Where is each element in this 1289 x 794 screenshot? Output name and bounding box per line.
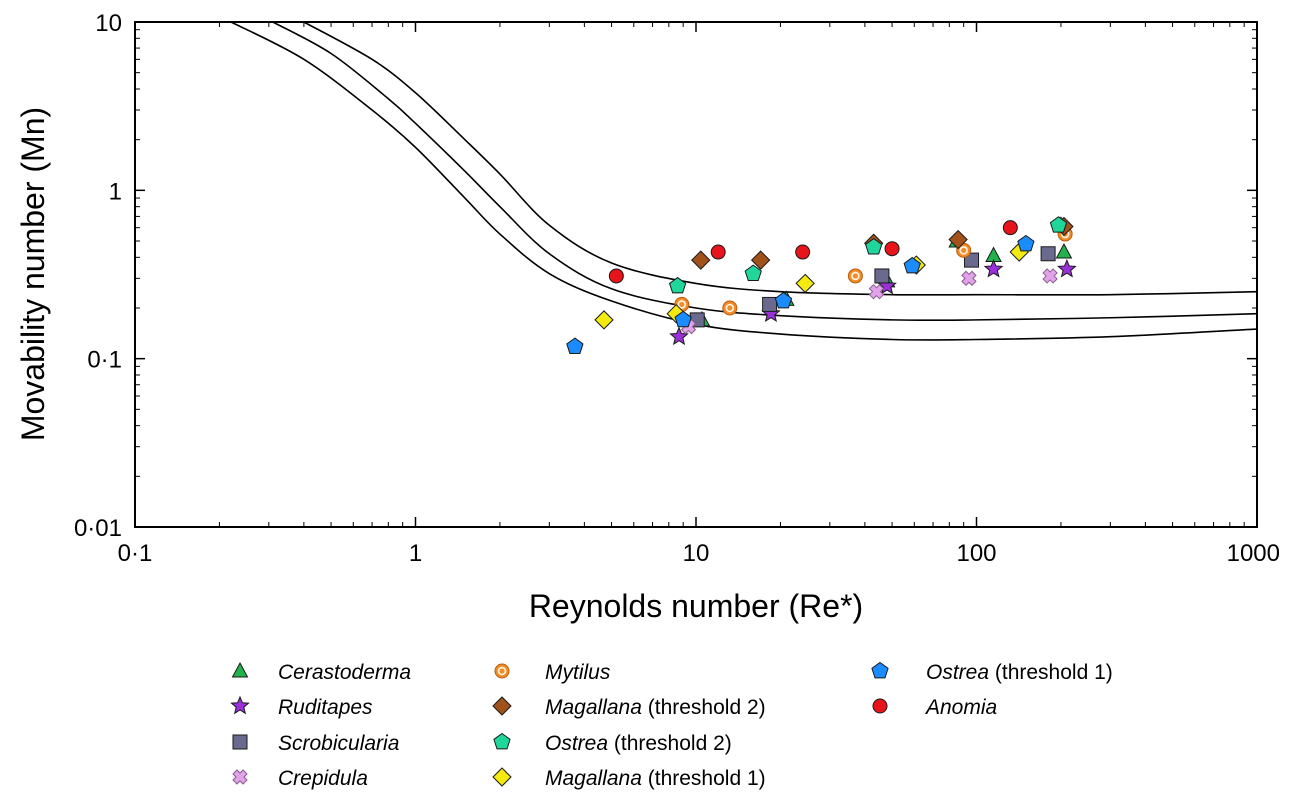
legend-marker	[493, 732, 511, 750]
legend-marker	[494, 663, 510, 679]
y-axis-title: Movability number (Mn)	[15, 107, 51, 441]
data-point	[744, 264, 762, 282]
legend-label: Ruditapes	[278, 696, 373, 719]
legend-label: Anomia	[924, 696, 997, 719]
series-magallana-threshold-1	[594, 242, 1029, 330]
legend-label: Ostrea (threshold 2)	[545, 732, 732, 755]
x-tick-label: 1000	[1227, 540, 1280, 567]
legend-label: Magallana (threshold 2)	[545, 696, 766, 719]
data-point	[762, 296, 778, 312]
legend-item: Ruditapes	[230, 695, 373, 719]
legend: Cerastoderma Ruditapes Scrobicularia Crepid…	[230, 661, 1113, 790]
data-point	[668, 276, 687, 294]
data-point	[948, 229, 968, 250]
x-axis-title: Reynolds number (Re*)	[529, 588, 863, 624]
legend-label: Ostrea (threshold 1)	[926, 661, 1113, 684]
data-point	[722, 300, 738, 316]
data-points	[566, 216, 1077, 354]
legend-marker	[872, 698, 888, 714]
data-point	[710, 244, 726, 260]
data-point	[774, 291, 793, 309]
legend-label: Magallana (threshold 1)	[545, 767, 766, 790]
series-scrobicularia	[689, 246, 1056, 328]
series-crepidula	[680, 268, 1058, 335]
data-point	[868, 283, 885, 300]
legend-item: Magallana (threshold 2)	[492, 696, 766, 719]
x-tick-label: 100	[956, 540, 996, 567]
legend-item: Ostrea (threshold 1)	[871, 661, 1113, 684]
data-point	[691, 250, 711, 270]
data-point	[566, 337, 584, 354]
x-tick-label: 10	[683, 540, 710, 567]
legend-marker	[230, 695, 250, 715]
threshold-curves	[230, 22, 1257, 341]
data-point	[1057, 258, 1077, 278]
legend-item: Cerastoderma	[231, 661, 411, 684]
legend-marker	[232, 769, 248, 785]
legend-item: Crepidula	[232, 767, 368, 790]
data-point	[594, 310, 614, 330]
threshold-curve-1	[230, 22, 1257, 341]
threshold-curve-2	[272, 22, 1257, 322]
data-point	[750, 250, 771, 270]
legend-marker	[231, 661, 249, 678]
series-anomia	[608, 220, 1018, 284]
data-point	[795, 244, 811, 260]
data-point	[847, 268, 863, 284]
legend-label: Crepidula	[278, 767, 368, 790]
data-point	[964, 252, 980, 268]
legend-marker	[871, 661, 889, 679]
legend-item: Magallana (threshold 1)	[492, 767, 766, 790]
data-point	[961, 270, 977, 287]
legend-item: Anomia	[872, 696, 997, 719]
legend-label: Cerastoderma	[278, 661, 411, 684]
legend-marker	[232, 734, 248, 750]
y-tick-label: 0·1	[87, 347, 122, 374]
y-tick-label: 0·01	[74, 515, 122, 542]
legend-label: Mytilus	[545, 661, 611, 684]
series-ostrea-threshold-2	[668, 216, 1068, 294]
legend-item: Mytilus	[494, 661, 611, 684]
data-point	[1002, 220, 1018, 236]
legend-item: Ostrea (threshold 2)	[493, 732, 732, 755]
data-point	[884, 241, 900, 257]
data-point	[608, 268, 624, 284]
data-point	[1055, 242, 1073, 259]
data-point	[874, 268, 890, 284]
legend-marker	[492, 696, 512, 716]
legend-marker	[492, 767, 512, 787]
legend-item: Scrobicularia	[232, 732, 399, 755]
x-tick-label: 0·1	[118, 540, 153, 567]
threshold-curve-3	[303, 22, 1257, 296]
x-tick-label: 1	[409, 540, 422, 567]
data-point	[903, 256, 921, 274]
data-point	[1017, 234, 1035, 252]
data-point	[674, 310, 692, 328]
series-ostrea-threshold-1	[566, 234, 1035, 354]
y-tick-label: 1	[109, 178, 122, 205]
series-ruditapes	[669, 258, 1077, 346]
y-tick-label: 10	[95, 10, 122, 37]
data-point	[1042, 268, 1058, 284]
data-point	[795, 273, 815, 294]
data-point	[983, 258, 1004, 278]
data-point	[865, 237, 883, 255]
data-point	[1049, 216, 1068, 233]
data-point	[666, 303, 686, 324]
plot-frame	[134, 21, 1258, 528]
data-point	[1040, 246, 1056, 262]
legend-label: Scrobicularia	[278, 732, 399, 755]
